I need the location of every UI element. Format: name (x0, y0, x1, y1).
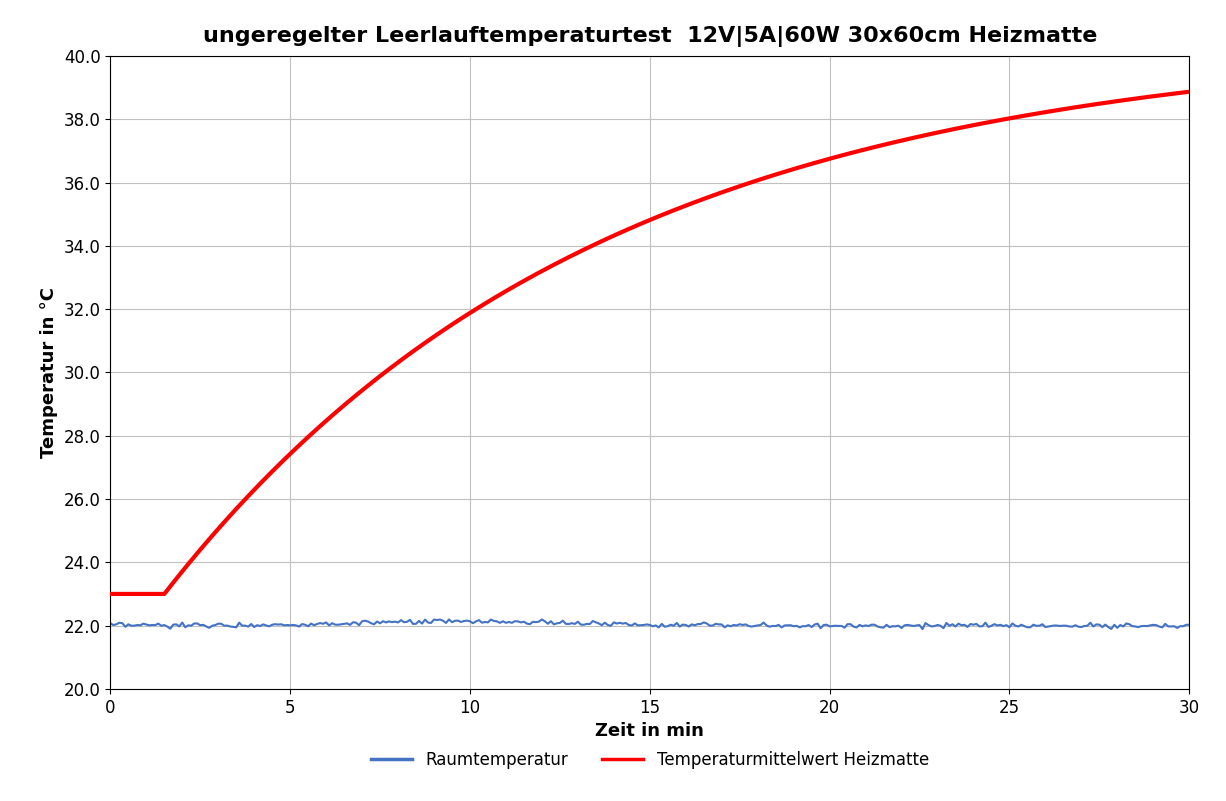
Temperaturmittelwert Heizmatte (717, 187, 732, 196)
Temperaturmittelwert Heizmatte (777, 167, 792, 176)
Y-axis label: Temperatur in °C: Temperatur in °C (40, 287, 58, 458)
Raumtemperatur (780, 621, 794, 630)
Temperaturmittelwert Heizmatte (103, 590, 118, 599)
Title: ungeregelter Leerlauftemperaturtest  12V|5A|60W 30x60cm Heizmatte: ungeregelter Leerlauftemperaturtest 12V|… (202, 26, 1097, 47)
Line: Raumtemperatur: Raumtemperatur (110, 619, 1189, 629)
Raumtemperatur (721, 621, 736, 630)
Raumtemperatur (1182, 620, 1197, 630)
Temperaturmittelwert Heizmatte (1049, 106, 1064, 115)
Raumtemperatur (1056, 621, 1070, 630)
Raumtemperatur (915, 624, 929, 634)
Raumtemperatur (103, 618, 118, 628)
Temperaturmittelwert Heizmatte (132, 590, 147, 599)
Legend: Raumtemperatur, Temperaturmittelwert Heizmatte: Raumtemperatur, Temperaturmittelwert Hei… (370, 751, 929, 769)
Temperaturmittelwert Heizmatte (753, 175, 767, 184)
X-axis label: Zeit in min: Zeit in min (596, 723, 704, 740)
Temperaturmittelwert Heizmatte (304, 429, 319, 439)
Raumtemperatur (304, 618, 319, 628)
Raumtemperatur (756, 618, 771, 627)
Temperaturmittelwert Heizmatte (1182, 87, 1197, 97)
Line: Temperaturmittelwert Heizmatte: Temperaturmittelwert Heizmatte (110, 92, 1189, 594)
Raumtemperatur (132, 621, 147, 630)
Raumtemperatur (441, 614, 456, 624)
